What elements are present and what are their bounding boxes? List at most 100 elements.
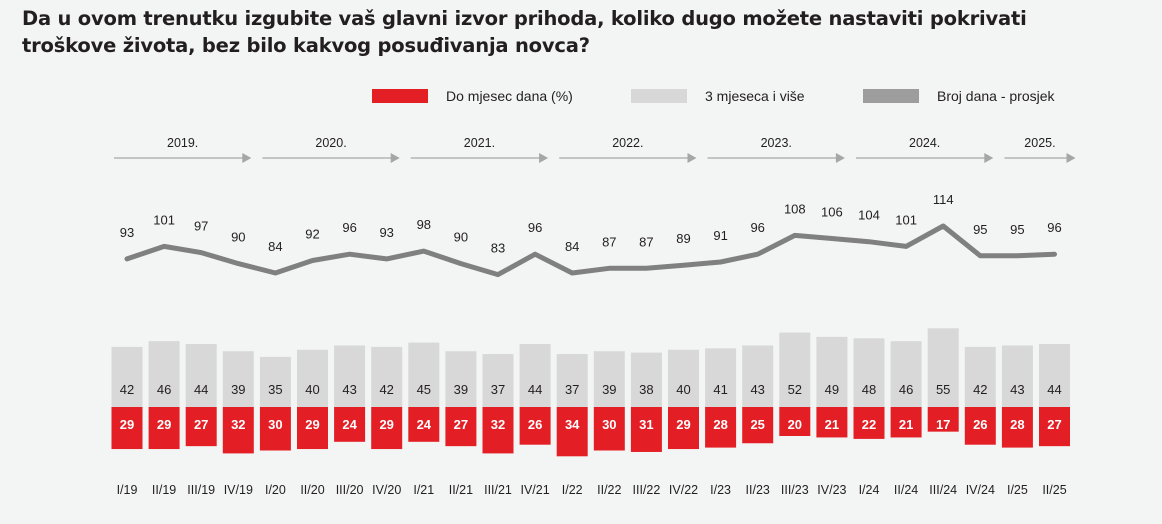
bar-label-do-mjesec: 32	[491, 417, 505, 432]
bar-3-mjeseca	[185, 344, 217, 407]
line-data-label: 90	[454, 230, 468, 245]
bar-label-3-mjeseca: 41	[713, 382, 727, 397]
line-data-label: 95	[973, 222, 987, 237]
bar-label-do-mjesec: 29	[379, 417, 393, 432]
bar-label-do-mjesec: 31	[639, 417, 653, 432]
bar-label-do-mjesec: 24	[417, 417, 432, 432]
bar-3-mjeseca	[705, 348, 737, 407]
chart-title: Da u ovom trenutku izgubite vaš glavni i…	[22, 7, 1027, 57]
x-tick-label: IV/22	[669, 483, 698, 497]
bar-label-3-mjeseca: 42	[120, 382, 134, 397]
bar-label-3-mjeseca: 52	[788, 382, 802, 397]
bar-label-3-mjeseca: 43	[1010, 382, 1024, 397]
bar-3-mjeseca	[1039, 344, 1070, 407]
bar-label-do-mjesec: 34	[565, 417, 580, 432]
bar-label-do-mjesec: 29	[676, 417, 690, 432]
line-data-label: 93	[120, 225, 134, 240]
x-tick-label: II/19	[152, 483, 176, 497]
x-tick-label: I/24	[859, 483, 880, 497]
bar-label-do-mjesec: 21	[899, 417, 913, 432]
bar-do-mjesec	[482, 407, 514, 454]
bar-do-mjesec	[593, 407, 625, 451]
bar-3-mjeseca	[779, 332, 811, 407]
bar-label-do-mjesec: 29	[120, 417, 134, 432]
x-tick-label: III/22	[633, 483, 661, 497]
bar-do-mjesec	[816, 407, 848, 438]
bar-do-mjesec	[853, 407, 885, 439]
bar-do-mjesec	[890, 407, 922, 438]
x-tick-label: II/23	[746, 483, 770, 497]
line-data-label: 114	[933, 192, 954, 207]
bar-label-do-mjesec: 29	[157, 417, 171, 432]
bar-label-3-mjeseca: 39	[454, 382, 468, 397]
bar-3-mjeseca	[556, 354, 588, 407]
bar-3-mjeseca	[742, 345, 774, 407]
line-data-label: 106	[821, 205, 843, 220]
bar-do-mjesec	[334, 407, 366, 442]
x-tick-label: I/19	[117, 483, 138, 497]
bar-label-3-mjeseca: 48	[862, 382, 876, 397]
bar-3-mjeseca	[334, 345, 366, 407]
bar-3-mjeseca	[816, 336, 848, 407]
year-label: 2024.	[909, 136, 940, 150]
bar-3-mjeseca	[445, 351, 477, 407]
legend-item-do-mjesec-dana: Do mjesec dana (%)	[372, 88, 573, 104]
bar-do-mjesec	[964, 407, 996, 445]
x-tick-label: II/24	[894, 483, 918, 497]
bar-3-mjeseca	[297, 349, 328, 407]
year-arrow-head	[1066, 153, 1076, 163]
x-tick-label: II/20	[300, 483, 324, 497]
bar-label-3-mjeseca: 39	[602, 382, 616, 397]
bar-3-mjeseca	[259, 356, 291, 407]
bar-label-do-mjesec: 29	[305, 417, 319, 432]
bar-label-3-mjeseca: 45	[417, 382, 431, 397]
bar-3-mjeseca	[927, 328, 959, 407]
x-tick-label: II/21	[449, 483, 473, 497]
line-data-label: 92	[305, 226, 319, 241]
line-data-label: 84	[268, 239, 282, 254]
bar-label-do-mjesec: 27	[1047, 417, 1061, 432]
bar-label-do-mjesec: 32	[231, 417, 245, 432]
line-data-label: 96	[528, 220, 542, 235]
x-tick-label: III/21	[484, 483, 512, 497]
bar-3-mjeseca	[964, 346, 996, 407]
bar-3-mjeseca	[371, 346, 403, 407]
legend-item-3-mjeseca: 3 mjeseca i više	[631, 88, 805, 104]
line-broj-dana	[124, 223, 1057, 278]
line-data-label: 96	[750, 220, 764, 235]
bar-3-mjeseca	[482, 354, 514, 407]
bar-label-3-mjeseca: 42	[379, 382, 393, 397]
line-data-label: 83	[491, 241, 505, 256]
bar-label-do-mjesec: 26	[528, 417, 542, 432]
line-data-label: 96	[342, 220, 356, 235]
bar-3-mjeseca	[222, 351, 254, 407]
bar-label-3-mjeseca: 38	[639, 382, 653, 397]
x-tick-label: IV/19	[224, 483, 253, 497]
line-data-label: 95	[1010, 222, 1024, 237]
bar-label-3-mjeseca: 43	[750, 382, 764, 397]
bar-do-mjesec	[742, 407, 774, 444]
line-data-label: 101	[895, 212, 917, 227]
bar-do-mjesec	[259, 407, 291, 451]
legend-label: Do mjesec dana (%)	[446, 88, 573, 104]
year-label: 2020.	[315, 136, 346, 150]
line-data-label: 97	[194, 219, 208, 234]
bar-3-mjeseca	[1001, 345, 1033, 407]
bar-label-do-mjesec: 27	[194, 417, 208, 432]
legend-swatch-gray	[631, 89, 687, 103]
line-data-label: 84	[565, 239, 579, 254]
bar-label-3-mjeseca: 44	[528, 382, 542, 397]
line-data-label: 101	[153, 212, 175, 227]
legend: Do mjesec dana (%) 3 mjeseca i više Broj…	[0, 88, 1162, 108]
year-label: 2022.	[612, 136, 643, 150]
bar-do-mjesec	[445, 407, 477, 447]
x-tick-label: III/24	[929, 483, 957, 497]
bar-label-3-mjeseca: 35	[268, 382, 282, 397]
year-arrow-head	[390, 153, 400, 163]
bar-do-mjesec	[408, 407, 440, 442]
bar-do-mjesec	[111, 407, 143, 450]
bar-label-3-mjeseca: 43	[342, 382, 356, 397]
x-tick-label: III/19	[187, 483, 215, 497]
bar-label-3-mjeseca: 39	[231, 382, 245, 397]
